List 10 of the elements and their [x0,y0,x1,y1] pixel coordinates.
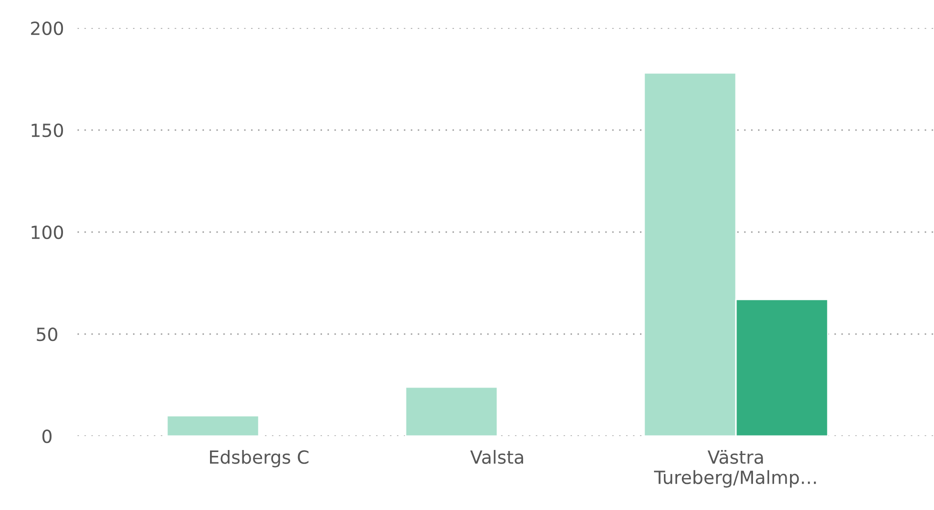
y-tick-label: 150 [32,124,63,138]
y-tick-label: 0 [42,430,52,444]
x-tick-label: Valsta [470,450,524,464]
bar [166,414,260,436]
bar [404,386,498,436]
x-tick-label: Edsbergs C [210,450,308,468]
x-tick-label: Västra Tureberg/Malmp… [654,450,816,488]
y-tick-label: 200 [31,22,63,36]
y-tick-label: 50 [36,328,58,342]
y-tick-label: 100 [32,226,63,240]
